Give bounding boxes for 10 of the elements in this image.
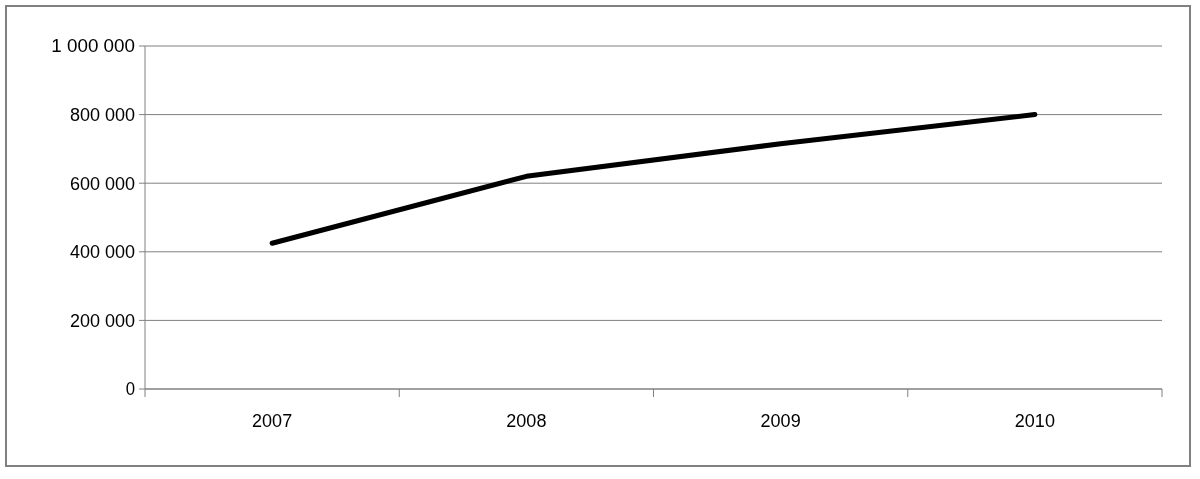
y-tick-label: 400 000	[69, 242, 135, 263]
y-tick-label: 600 000	[69, 173, 135, 194]
y-tick-label: 0	[125, 379, 136, 400]
x-tick-label: 2007	[252, 411, 293, 431]
y-tick-label: 200 000	[69, 310, 135, 331]
y-tick-label: 800 000	[69, 104, 135, 125]
y-tick-label: 1 000 000	[51, 36, 135, 57]
x-tick-label: 2010	[1014, 411, 1055, 431]
x-tick-label: 2009	[760, 411, 801, 431]
x-tick-label: 2008	[506, 411, 547, 431]
